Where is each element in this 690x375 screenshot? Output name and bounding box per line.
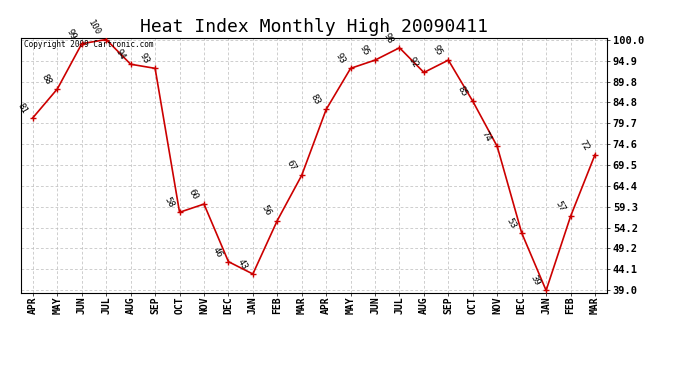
- Text: 43: 43: [235, 257, 248, 271]
- Text: 83: 83: [309, 93, 322, 107]
- Text: 92: 92: [406, 56, 420, 70]
- Text: 56: 56: [260, 204, 273, 218]
- Text: 39: 39: [529, 274, 542, 288]
- Text: 93: 93: [333, 52, 346, 66]
- Text: 74: 74: [480, 130, 493, 144]
- Text: Copyright 2009 Cartronic.com: Copyright 2009 Cartronic.com: [23, 40, 153, 49]
- Text: 81: 81: [16, 101, 29, 115]
- Text: 93: 93: [138, 52, 151, 66]
- Title: Heat Index Monthly High 20090411: Heat Index Monthly High 20090411: [140, 18, 488, 36]
- Text: 57: 57: [553, 200, 566, 214]
- Text: 46: 46: [211, 245, 224, 259]
- Text: 94: 94: [113, 48, 126, 62]
- Text: 95: 95: [357, 44, 371, 57]
- Text: 58: 58: [162, 196, 175, 210]
- Text: 98: 98: [382, 31, 395, 45]
- Text: 67: 67: [284, 159, 297, 172]
- Text: 72: 72: [578, 138, 591, 152]
- Text: 95: 95: [431, 44, 444, 57]
- Text: 60: 60: [187, 188, 200, 201]
- Text: 88: 88: [40, 72, 53, 86]
- Text: 100: 100: [86, 18, 102, 37]
- Text: 53: 53: [504, 216, 518, 230]
- Text: 99: 99: [64, 27, 78, 41]
- Text: 85: 85: [455, 85, 469, 99]
